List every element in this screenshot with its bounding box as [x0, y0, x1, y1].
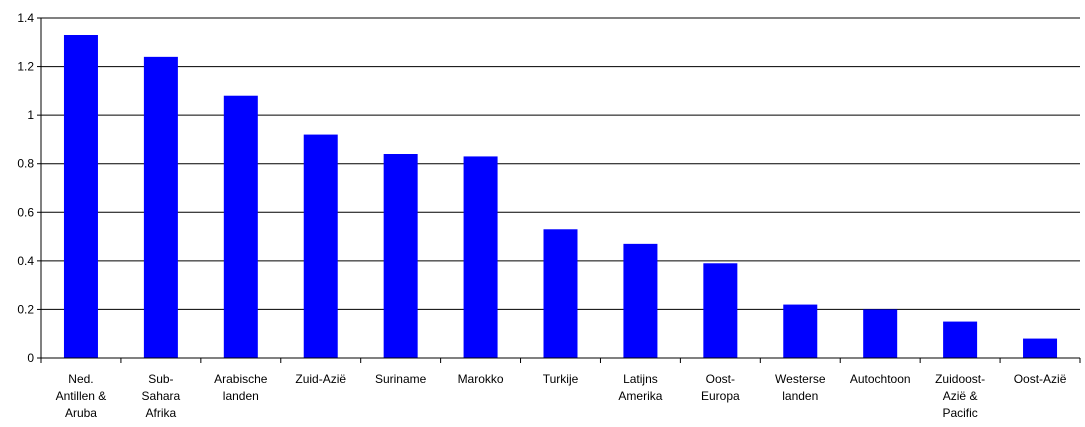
y-tick-label: 1 [27, 108, 34, 122]
bar [703, 263, 738, 358]
y-tick-label: 0.8 [17, 157, 34, 171]
category-label: Turkije [543, 372, 579, 386]
bar [943, 321, 978, 358]
y-tick-label: 0.2 [17, 302, 34, 316]
y-tick-label: 0.4 [17, 254, 34, 268]
y-tick-label: 0.6 [17, 205, 34, 219]
category-label: Autochtoon [850, 372, 911, 386]
bar [223, 95, 258, 358]
bar [543, 229, 578, 358]
bars [63, 35, 1058, 358]
bar [63, 35, 98, 358]
y-tick-label: 0 [27, 351, 34, 365]
category-label: Arabische landen [214, 372, 268, 403]
category-labels: Ned. Antillen & Aruba Sub-Sahara Afrika Arabi… [56, 372, 1067, 420]
axes [37, 17, 1081, 363]
bar [143, 56, 178, 358]
bar [863, 309, 898, 358]
category-label: Sub-Sahara Afrika [142, 372, 181, 420]
bar [303, 134, 338, 358]
bar [623, 243, 658, 358]
category-label: Zuidoost-Azië & Pacific [935, 372, 985, 420]
gridlines [41, 17, 1080, 310]
bar [1023, 338, 1058, 358]
category-label: Suriname [375, 372, 427, 386]
y-tick-label: 1.2 [17, 60, 34, 74]
bar [383, 154, 418, 358]
category-label: Westerse landen [775, 372, 826, 403]
category-label: Ned. Antillen & Aruba [56, 372, 107, 420]
y-tick-labels: 0 0.2 0.4 0.6 0.8 1 1.2 1.4 [17, 11, 34, 365]
category-label: Marokko [458, 372, 504, 386]
category-label: Zuid-Azië [295, 372, 346, 386]
bar [463, 156, 498, 358]
y-tick-label: 1.4 [17, 11, 34, 25]
category-label: Oost-Europa [701, 372, 740, 403]
category-label: Oost-Azië [1014, 372, 1067, 386]
category-label: Latijns Amerika [618, 372, 662, 403]
bar [783, 304, 818, 358]
